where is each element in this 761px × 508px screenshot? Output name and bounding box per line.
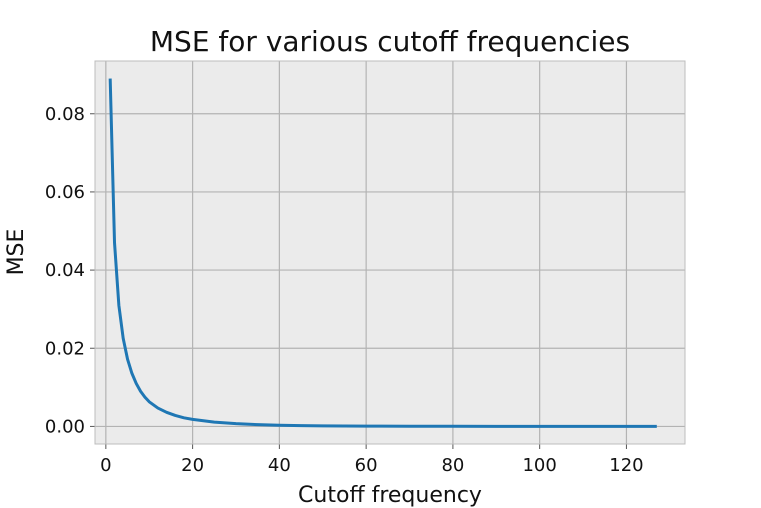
x-tick-label: 120 — [609, 455, 643, 476]
x-tick-label: 60 — [355, 455, 378, 476]
x-tick-label: 80 — [441, 455, 464, 476]
grid — [95, 61, 685, 444]
x-axis-label: Cutoff frequency — [298, 483, 482, 508]
y-axis: 0.00 0.02 0.04 0.06 0.08 — [45, 104, 95, 437]
x-tick-label: 40 — [268, 455, 291, 476]
plot-area — [95, 61, 685, 444]
y-tick-label: 0.06 — [45, 182, 85, 203]
y-tick-label: 0.02 — [45, 338, 85, 359]
plot-frame — [94, 60, 686, 445]
x-tick-label: 100 — [522, 455, 556, 476]
series-group — [108, 78, 657, 428]
y-tick-label: 0.00 — [45, 416, 85, 437]
x-tick-label: 20 — [181, 455, 204, 476]
y-tick-label: 0.04 — [45, 260, 85, 281]
x-axis: 0 20 40 60 80 100 120 — [100, 444, 644, 476]
chart-title: MSE for various cutoff frequencies — [150, 25, 630, 58]
y-axis-label: MSE — [4, 229, 29, 276]
series-line — [108, 78, 657, 428]
y-tick-label: 0.08 — [45, 104, 85, 125]
x-tick-label: 0 — [100, 455, 111, 476]
